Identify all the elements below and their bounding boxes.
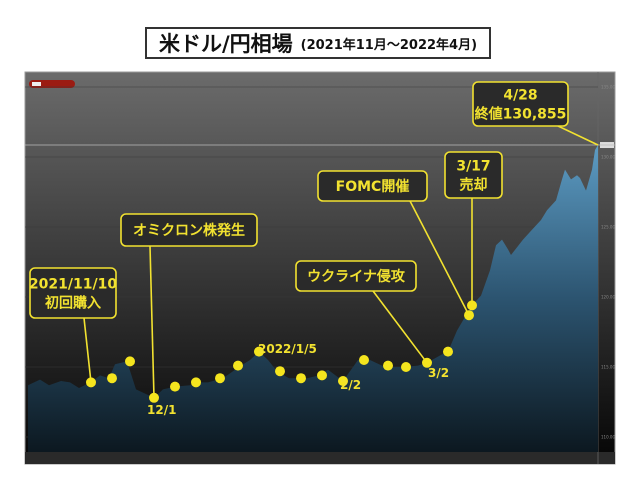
y-tick-label: 120.00 — [601, 295, 615, 300]
label-2022-1-5: 2022/1/5 — [258, 342, 317, 356]
annotation-leaders — [83, 125, 599, 398]
annotation-text: 売却 — [460, 177, 488, 194]
annotation-text: ウクライナ侵攻 — [307, 268, 406, 285]
annotation-text: オミクロン株発生 — [133, 222, 245, 239]
annotation-frame — [29, 267, 117, 319]
y-tick-label: 110.00 — [601, 435, 615, 440]
label-12-1: 12/1 — [147, 403, 176, 417]
annotation-frame — [472, 81, 569, 127]
annotation-frame — [295, 260, 417, 292]
annotation-text: FOMC開催 — [336, 178, 410, 195]
marker-dot — [401, 362, 411, 372]
annotation-text: 初回購入 — [45, 295, 101, 312]
annotation-frame — [317, 170, 428, 202]
annotation-text: 2021/11/10 — [29, 277, 117, 293]
marker-dot — [467, 300, 477, 311]
marker-dot — [422, 357, 432, 368]
marker-dot — [191, 377, 201, 388]
marker-dot — [125, 356, 135, 367]
marker-dot — [317, 370, 327, 381]
symbol-tag-badge — [32, 82, 41, 86]
marker-dot — [254, 346, 264, 357]
annotation-box: オミクロン株発生 — [120, 213, 258, 247]
y-tick-label: 115.00 — [601, 365, 615, 370]
annotation-box: ウクライナ侵攻 — [295, 260, 417, 292]
annotation-leader — [372, 290, 428, 364]
markers — [86, 300, 477, 403]
marker-dot — [275, 366, 285, 377]
annotation-box: FOMC開催 — [317, 170, 428, 202]
marker-dot — [443, 346, 453, 357]
annotation-box: 3/17 売却 — [444, 151, 503, 199]
marker-dot — [149, 392, 159, 403]
marker-dot — [338, 376, 348, 386]
y-tick-label: 130.00 — [601, 155, 615, 160]
y-tick-label: 125.00 — [601, 225, 615, 230]
annotation-leader — [149, 245, 155, 398]
marker-dot — [86, 377, 96, 388]
label-2-2: 2/2 — [340, 378, 361, 392]
annotation-text: 4/28 — [503, 88, 537, 104]
chart-subtitle: (2021年11月〜2022年4月) — [300, 37, 478, 53]
annotation-frame — [444, 151, 503, 199]
chart-title-box: 米ドル/円相場 (2021年11月〜2022年4月) — [145, 27, 491, 59]
marker-dot — [170, 381, 180, 392]
annotation-frame — [120, 213, 258, 247]
marker-dot — [464, 310, 474, 321]
annotation-leader — [409, 200, 470, 316]
marker-dot — [215, 373, 225, 384]
annotation-box: 2021/11/10 初回購入 — [29, 267, 117, 319]
annotation-leader — [557, 125, 599, 146]
chart-title: 米ドル/円相場 — [158, 32, 293, 56]
marker-dot — [107, 373, 117, 384]
marker-dot — [383, 360, 393, 371]
price-area — [28, 145, 598, 452]
x-axis-strip — [25, 452, 615, 464]
annotation-leader — [83, 317, 92, 383]
marker-dot — [296, 373, 306, 384]
annotation-text: 3/17 — [456, 159, 490, 175]
marker-dot — [359, 355, 369, 365]
marker-dot — [233, 360, 243, 371]
y-tick-label: 135.00 — [601, 85, 615, 90]
annotation-box: 4/28 終値130,855 — [472, 81, 569, 127]
label-3-2: 3/2 — [428, 366, 449, 380]
date-labels: 12/1 2022/1/5 2/2 3/2 — [147, 342, 449, 417]
annotation-text: 終値130,855 — [475, 106, 567, 123]
